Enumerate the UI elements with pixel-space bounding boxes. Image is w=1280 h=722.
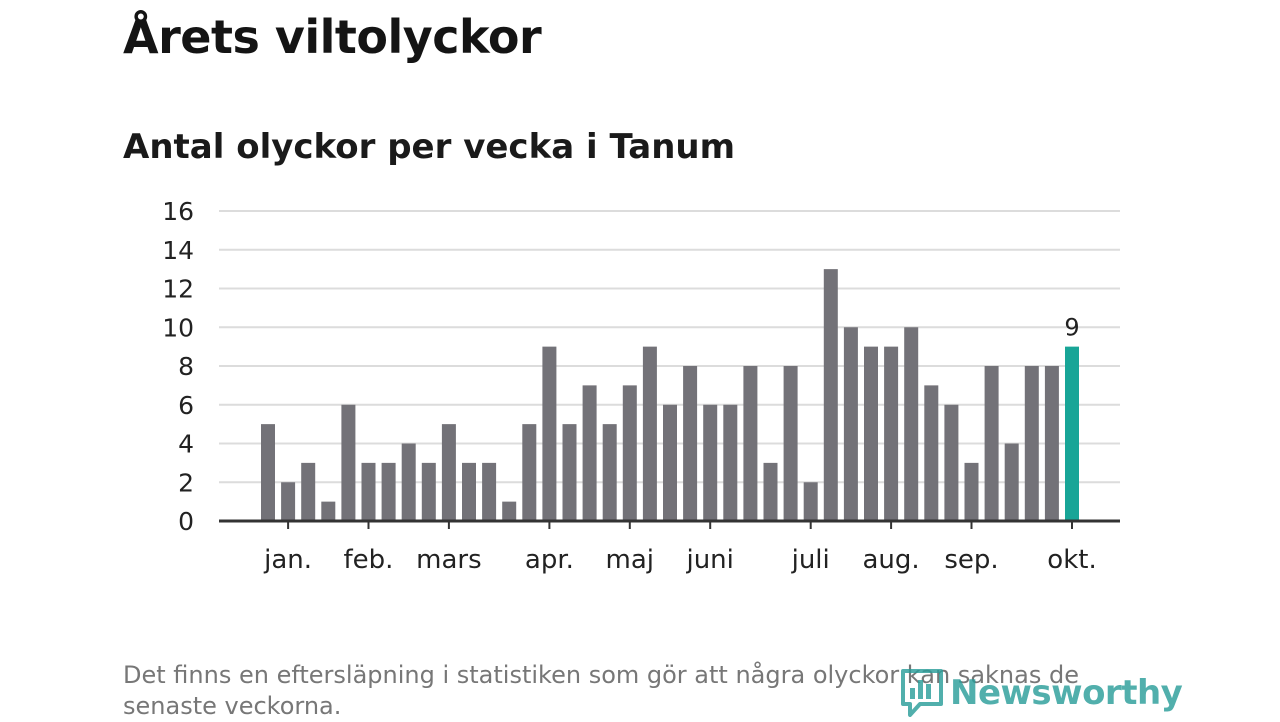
bar xyxy=(321,501,336,521)
bar xyxy=(843,327,858,521)
bar xyxy=(984,366,999,521)
bar xyxy=(502,501,517,521)
x-tick-label: maj xyxy=(606,545,654,575)
x-axis-ticks: jan. feb. mars apr. maj juni juli aug. sep. okt. xyxy=(263,521,1097,575)
bar xyxy=(542,346,557,521)
x-tick-label: juli xyxy=(791,545,830,575)
bar xyxy=(743,366,758,521)
x-tick-label: okt. xyxy=(1047,545,1096,575)
bar xyxy=(944,404,959,521)
bar-highlight xyxy=(1065,346,1079,521)
bar xyxy=(482,462,497,521)
bar xyxy=(964,462,979,521)
bar xyxy=(462,462,476,521)
y-axis-ticks: 0 2 4 6 8 10 12 14 16 xyxy=(162,197,194,536)
bar xyxy=(1024,366,1039,521)
bar xyxy=(924,385,939,521)
bar xyxy=(261,424,275,521)
bar xyxy=(622,385,637,521)
bar xyxy=(341,404,356,521)
bar xyxy=(301,462,316,521)
y-tick-label: 4 xyxy=(178,430,194,459)
data-labels: 9 xyxy=(1064,314,1079,342)
highlight-data-label: 9 xyxy=(1064,314,1079,342)
bar xyxy=(1004,443,1019,521)
bar xyxy=(683,366,698,521)
newsworthy-logo: Newsworthy xyxy=(900,668,1183,718)
y-tick-label: 10 xyxy=(162,313,194,342)
chart-title: Årets viltolyckor xyxy=(123,10,542,64)
bar xyxy=(361,462,376,521)
y-tick-label: 2 xyxy=(178,468,194,497)
x-tick-label: feb. xyxy=(344,545,394,575)
y-tick-label: 14 xyxy=(162,236,194,265)
bars xyxy=(261,269,1079,521)
bar xyxy=(864,346,878,521)
bar xyxy=(381,462,396,521)
bar xyxy=(663,404,677,521)
bar xyxy=(803,482,818,521)
bar xyxy=(1044,366,1059,521)
bar-chart-speech-bubble-icon xyxy=(901,669,943,717)
bar xyxy=(582,385,597,521)
bar xyxy=(441,424,456,521)
y-tick-label: 16 xyxy=(162,197,194,226)
bar xyxy=(884,346,899,521)
x-tick-label: mars xyxy=(416,545,482,575)
chart-subtitle: Antal olyckor per vecka i Tanum xyxy=(123,127,736,167)
x-tick-label: sep. xyxy=(944,545,998,575)
bar xyxy=(703,404,718,521)
y-tick-label: 0 xyxy=(178,507,194,536)
bar xyxy=(421,462,436,521)
bar xyxy=(904,327,919,521)
bar xyxy=(763,462,778,521)
bar xyxy=(823,269,838,521)
x-tick-label: jan. xyxy=(263,545,312,575)
bar xyxy=(281,482,296,521)
weekly-accidents-bar-chart: 0 2 4 6 8 10 12 14 16 jan. feb. mars apr. maj juni jul… xyxy=(162,197,1120,575)
x-tick-label: apr. xyxy=(525,545,574,575)
bar xyxy=(642,346,657,521)
bar xyxy=(401,443,416,521)
bar xyxy=(602,424,617,521)
logo-text: Newsworthy xyxy=(950,673,1183,713)
bar xyxy=(562,424,577,521)
bar xyxy=(783,366,798,521)
y-tick-label: 12 xyxy=(162,275,194,304)
y-tick-label: 8 xyxy=(178,352,194,381)
bar xyxy=(522,424,537,521)
footnote: Det finns en eftersläpning i statistiken… xyxy=(123,661,1079,720)
x-tick-label: juni xyxy=(685,545,733,575)
x-tick-label: aug. xyxy=(863,545,920,575)
y-tick-label: 6 xyxy=(178,391,194,420)
bar xyxy=(723,404,738,521)
